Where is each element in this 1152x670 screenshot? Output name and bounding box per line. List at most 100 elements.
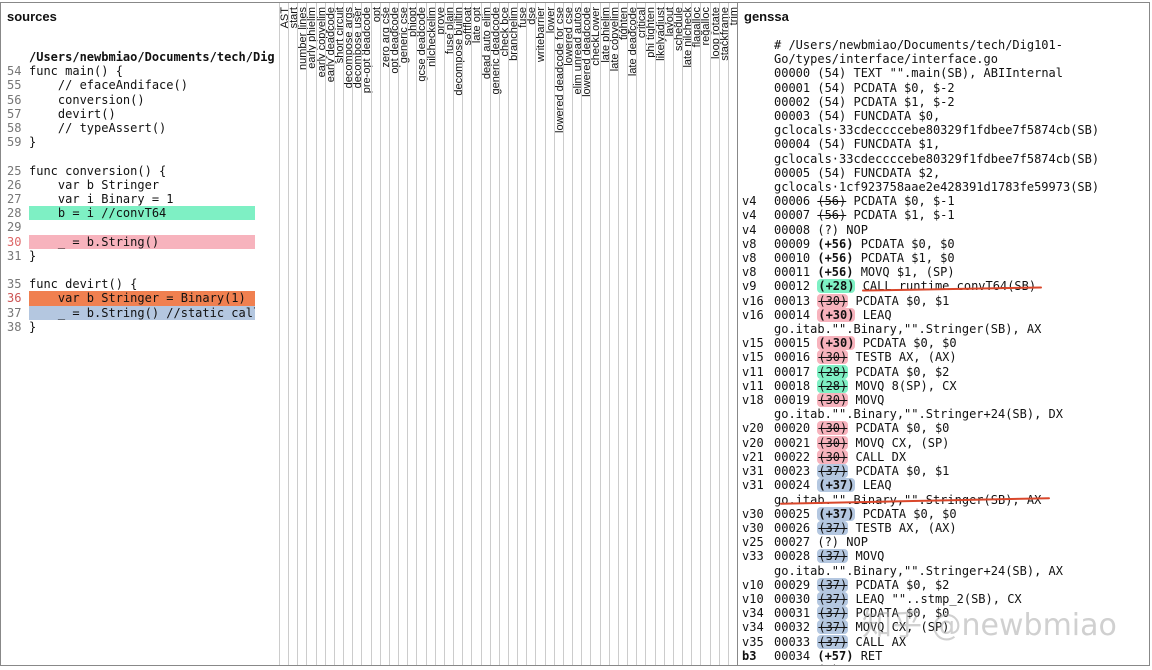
source-line[interactable]: 37 _ = b.String() //static call B xyxy=(1,305,279,320)
pass-column[interactable]: decompose user xyxy=(352,3,364,665)
genssa-line[interactable]: v10 00029 (37) PCDATA $0, $2 xyxy=(738,577,1149,592)
genssa-line[interactable]: 00001 (54) PCDATA $0, $-2 xyxy=(738,81,1149,95)
pass-column[interactable]: fuse xyxy=(517,3,529,665)
pass-column[interactable]: phi tighten xyxy=(645,3,657,665)
genssa-line[interactable]: v34 00032 (37) MOVQ CX, (SP) xyxy=(738,620,1149,635)
genssa-line[interactable]: v9 00012 (+28) CALL runtime.convT64(SB) xyxy=(738,279,1149,294)
genssa-line[interactable]: v33 00028 (37) MOVQ xyxy=(738,549,1149,564)
source-line-ref[interactable]: (?) xyxy=(817,663,839,665)
source-line[interactable]: 28 b = i //convT64 xyxy=(1,206,279,221)
genssa-line[interactable]: v34 00031 (37) PCDATA $0, $0 xyxy=(738,606,1149,621)
genssa-line[interactable]: v16 00013 (30) PCDATA $0, $1 xyxy=(738,293,1149,308)
source-line[interactable]: 55 // efaceAndiface() xyxy=(1,78,279,92)
source-line-ref[interactable]: (37) xyxy=(817,577,849,592)
source-line-ref[interactable]: (+56) xyxy=(817,251,854,266)
source-line-ref[interactable]: (30) xyxy=(817,435,849,450)
source-line[interactable]: 31} xyxy=(1,249,279,263)
source-line-ref[interactable]: (37) xyxy=(817,464,849,479)
genssa-line[interactable]: v25 00027 (?) NOP xyxy=(738,535,1149,549)
genssa-line[interactable]: v20 00020 (30) PCDATA $0, $0 xyxy=(738,421,1149,436)
pass-column[interactable]: early copyelim xyxy=(315,3,328,665)
pass-column[interactable]: trim xyxy=(727,3,737,665)
pass-column[interactable]: checkLower xyxy=(590,3,602,665)
pass-column[interactable]: late phielim xyxy=(599,3,612,665)
pass-column[interactable]: late nilcheck xyxy=(682,3,694,665)
pass-column[interactable]: phiopt xyxy=(407,3,419,665)
pass-column[interactable]: critical xyxy=(636,3,648,665)
genssa-line[interactable]: gclocals·33cdeccccebe80329f1fdbee7f5874c… xyxy=(738,152,1149,166)
source-line[interactable]: 29 xyxy=(1,220,279,234)
genssa-line[interactable]: v8 00011 (+56) MOVQ $1, (SP) xyxy=(738,265,1149,279)
pass-column[interactable]: opt deadcode xyxy=(388,3,401,665)
pass-column[interactable]: AST xyxy=(279,3,291,665)
pass-column[interactable]: elim unread autos xyxy=(572,3,584,665)
genssa-line[interactable]: b3 00034 (+57) RET xyxy=(738,649,1149,663)
pass-column[interactable]: likelyadjust xyxy=(654,3,667,665)
genssa-line[interactable]: v30 00025 (+37) PCDATA $0, $0 xyxy=(738,506,1149,521)
source-line[interactable]: 25 func conversion() { xyxy=(1,164,279,178)
source-line-ref[interactable]: (?) xyxy=(817,222,840,237)
source-line[interactable]: 54 func main() { xyxy=(1,64,279,78)
genssa-line[interactable]: v15 00015 (+30) PCDATA $0, $0 xyxy=(738,336,1149,351)
genssa-line[interactable]: v4 00008 (?) NOP xyxy=(738,223,1149,237)
source-line-ref[interactable]: (37) xyxy=(817,634,849,649)
pass-column[interactable]: generic deadcode xyxy=(489,3,502,665)
genssa-line[interactable]: v11 00018 (28) MOVQ 8(SP), CX xyxy=(738,378,1149,393)
source-line-ref[interactable]: (30) xyxy=(817,449,849,464)
pass-column[interactable]: branchelim xyxy=(508,3,520,665)
pass-column[interactable]: opt xyxy=(370,3,383,665)
genssa-line[interactable]: v15 00016 (30) TESTB AX, (AX) xyxy=(738,350,1149,365)
source-line-ref[interactable]: (37) xyxy=(817,549,849,564)
genssa-line[interactable]: # /Users/newbmiao/Documents/tech/Dig101- xyxy=(738,38,1149,52)
source-line[interactable]: 58 // typeAssert() xyxy=(1,121,279,135)
source-line-ref[interactable]: (30) xyxy=(817,421,849,436)
source-line-ref[interactable]: (30) xyxy=(817,393,849,408)
pass-column[interactable]: late opt xyxy=(471,3,483,665)
genssa-line[interactable]: v11 00017 (28) PCDATA $0, $2 xyxy=(738,364,1149,379)
pass-column[interactable]: loop rotate xyxy=(709,3,722,665)
pass-column[interactable]: tighten xyxy=(617,3,630,665)
source-line-ref[interactable]: (?) xyxy=(817,535,840,550)
source-line-ref[interactable]: (+56) xyxy=(817,236,854,251)
genssa-line[interactable]: 00004 (54) FUNCDATA $1, xyxy=(738,137,1149,151)
genssa-line[interactable]: v8 00010 (+56) PCDATA $1, $0 xyxy=(738,251,1149,265)
pass-column[interactable]: short circuit xyxy=(333,3,346,665)
source-line-ref[interactable]: (56) xyxy=(817,194,847,209)
source-line[interactable]: 30 _ = b.String() xyxy=(1,234,279,249)
genssa-line[interactable]: v21 00022 (30) CALL DX xyxy=(738,449,1149,464)
genssa-line[interactable]: 00000 (54) TEXT "".main(SB), ABIInternal xyxy=(738,66,1149,80)
source-line-ref[interactable]: (37) xyxy=(817,606,849,621)
source-line-ref[interactable]: (37) xyxy=(817,520,849,535)
pass-column[interactable]: stackframe xyxy=(718,3,731,665)
source-line[interactable]: 35 func devirt() { xyxy=(1,277,279,291)
source-line[interactable]: 26 var b Stringer xyxy=(1,178,279,192)
pass-column[interactable]: nilcheckelim xyxy=(425,3,438,665)
source-line-ref[interactable]: (37) xyxy=(817,591,849,606)
source-line-ref[interactable]: (30) xyxy=(817,293,849,308)
pass-column[interactable]: writebarrier xyxy=(535,3,547,665)
pass-column[interactable]: prove xyxy=(434,3,447,665)
pass-column[interactable]: generic cse xyxy=(398,3,410,665)
pass-column[interactable]: start xyxy=(288,3,300,665)
pass-column[interactable]: decompose args xyxy=(343,3,355,665)
source-line[interactable]: 57 devirt() xyxy=(1,107,279,121)
source-line-ref[interactable]: (30) xyxy=(817,350,849,365)
genssa-line[interactable]: go.itab."".Binary,"".Stringer+24(SB), DX xyxy=(738,407,1149,421)
pass-column[interactable]: dead auto elim xyxy=(480,3,493,665)
pass-column[interactable]: early phielim xyxy=(306,3,318,665)
pass-column[interactable]: lowered cse xyxy=(562,3,575,665)
genssa-line[interactable]: v4 00006 (56) PCDATA $0, $-1 xyxy=(738,194,1149,208)
pass-column[interactable]: lowered deadcode xyxy=(581,3,593,665)
pass-column[interactable]: zero arg cse xyxy=(379,3,392,665)
genssa-line[interactable]: v30 00026 (37) TESTB AX, (AX) xyxy=(738,520,1149,535)
pass-column[interactable]: softfloat xyxy=(462,3,474,665)
source-line[interactable]: 56 conversion() xyxy=(1,93,279,107)
genssa-line[interactable]: v10 00030 (37) LEAQ ""..stmp_2(SB), CX xyxy=(738,591,1149,606)
pass-column[interactable]: decompose builtin xyxy=(453,3,465,665)
genssa-line[interactable]: 00002 (54) PCDATA $1, $-2 xyxy=(738,95,1149,109)
genssa-line[interactable]: gclocals·33cdeccccebe80329f1fdbee7f5874c… xyxy=(738,123,1149,137)
pass-column[interactable]: schedule xyxy=(672,3,685,665)
genssa-line[interactable]: v18 00019 (30) MOVQ xyxy=(738,393,1149,408)
source-line-ref[interactable]: (+28) xyxy=(817,279,856,294)
genssa-line[interactable]: v20 00021 (30) MOVQ CX, (SP) xyxy=(738,435,1149,450)
